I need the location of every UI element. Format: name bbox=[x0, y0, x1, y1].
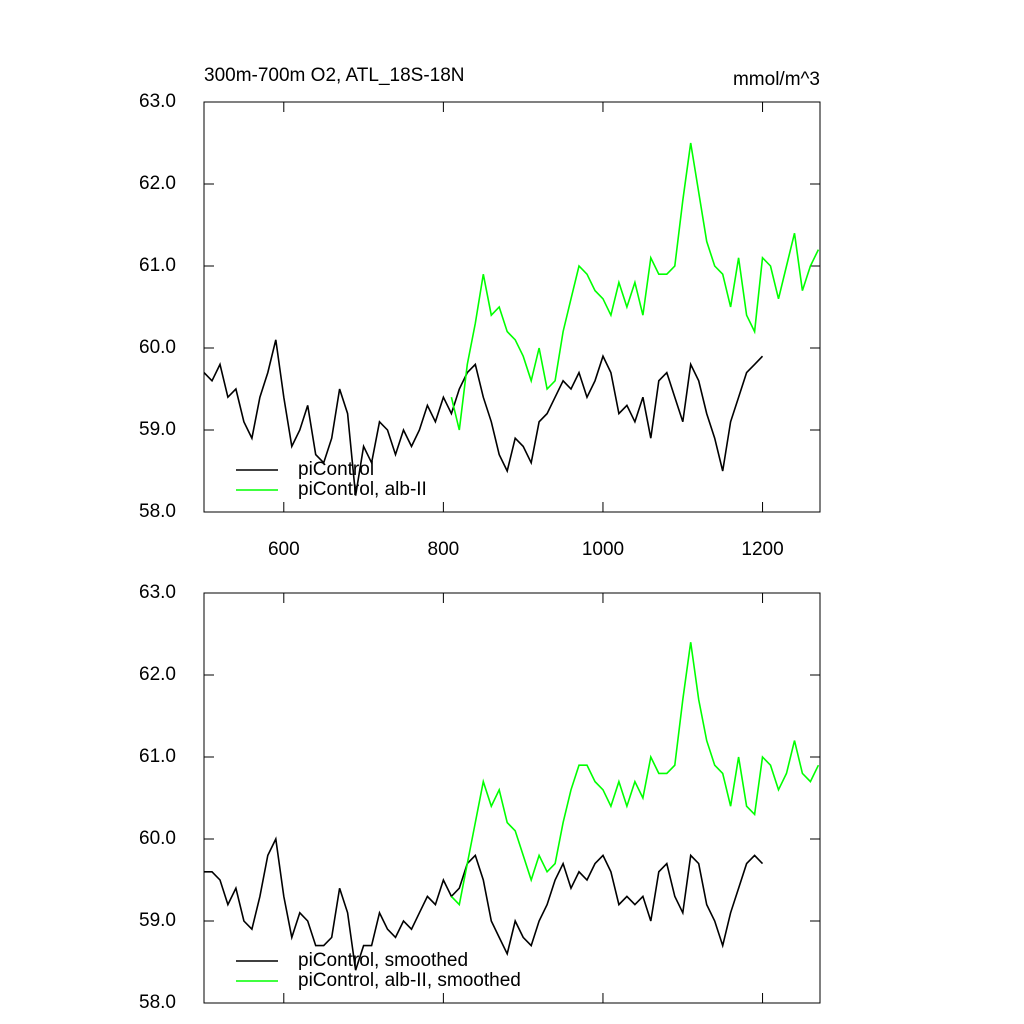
y-tick-label: 59.0 bbox=[139, 419, 176, 440]
chart-title: 300m-700m O2, ATL_18S-18N bbox=[204, 65, 465, 86]
plot-frame bbox=[203, 592, 821, 1004]
data-line bbox=[450, 142, 820, 431]
x-tick-label: 1000 bbox=[582, 539, 624, 560]
y-tick-label: 61.0 bbox=[139, 255, 176, 276]
legend-label: piControl bbox=[298, 459, 374, 480]
legend-label: piControl, smoothed bbox=[298, 950, 468, 971]
y-tick-label: 60.0 bbox=[139, 337, 176, 358]
plot-frame bbox=[203, 101, 821, 513]
y-tick-label: 59.0 bbox=[139, 910, 176, 931]
y-tick-label: 63.0 bbox=[139, 582, 176, 603]
y-tick-label: 58.0 bbox=[139, 501, 176, 522]
y-tick-label: 62.0 bbox=[139, 664, 176, 685]
y-tick-label: 62.0 bbox=[139, 173, 176, 194]
y-tick-label: 58.0 bbox=[139, 992, 176, 1013]
y-tick-label: 61.0 bbox=[139, 746, 176, 767]
x-tick-label: 800 bbox=[428, 539, 460, 560]
x-tick-label: 600 bbox=[268, 539, 300, 560]
x-tick-label: 1200 bbox=[741, 539, 783, 560]
units-label: mmol/m^3 bbox=[733, 69, 820, 90]
data-line bbox=[450, 642, 820, 907]
legend-label: piControl, alb-II bbox=[298, 479, 427, 500]
data-line bbox=[203, 339, 764, 496]
y-tick-label: 60.0 bbox=[139, 828, 176, 849]
legend-label: piControl, alb-II, smoothed bbox=[298, 970, 521, 991]
data-line bbox=[204, 836, 764, 971]
y-tick-label: 63.0 bbox=[139, 91, 176, 112]
